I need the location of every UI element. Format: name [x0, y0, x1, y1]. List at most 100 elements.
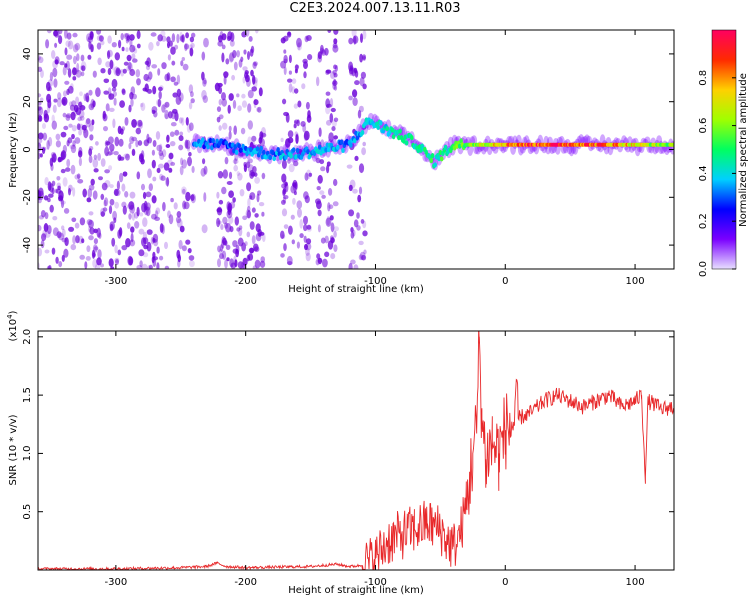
noise-cell [183, 201, 190, 210]
noise-cell [176, 218, 183, 228]
snr-x-axis-label: Height of straight line (km) [288, 585, 424, 596]
noise-cell [229, 201, 236, 209]
noise-cell [216, 116, 221, 123]
noise-cell [95, 87, 101, 98]
noise-cell [251, 135, 257, 142]
noise-cell [152, 85, 157, 95]
noise-cell [259, 260, 266, 268]
noise-cell [128, 104, 132, 113]
noise-cell [58, 35, 63, 45]
noise-cell [325, 217, 332, 227]
noise-cell [71, 133, 75, 140]
noise-cell [144, 60, 150, 66]
noise-cell [317, 257, 323, 265]
noise-cell [163, 162, 170, 171]
noise-cell [141, 202, 147, 213]
noise-cell [92, 244, 98, 253]
noise-cell [94, 263, 101, 269]
noise-cell [92, 258, 98, 268]
noise-cell [253, 99, 259, 106]
noise-cell [118, 227, 123, 237]
noise-cell [147, 265, 151, 269]
noise-cell [247, 120, 253, 130]
noise-cell [42, 123, 46, 129]
noise-cell [190, 42, 195, 49]
snr-y-ticks: 0.5 1.0 1.5 2.0 [22, 329, 674, 520]
noise-cell [40, 239, 45, 249]
noise-cell [116, 180, 120, 191]
signal-cell [326, 146, 331, 153]
noise-cell [161, 224, 165, 235]
noise-cell [128, 201, 135, 210]
noise-cell [201, 224, 208, 234]
noise-cell [166, 36, 171, 43]
noise-cell [45, 39, 50, 49]
noise-cell [168, 214, 174, 225]
noise-cell [164, 73, 170, 82]
noise-cell [139, 212, 144, 217]
signal-cell [437, 156, 441, 162]
noise-cell [84, 261, 88, 269]
noise-cell [155, 207, 161, 215]
colorbar-label: Normalized spectral amplitude [738, 73, 749, 227]
noise-cell [86, 245, 91, 253]
noise-cell [93, 154, 98, 160]
noise-cell [185, 139, 191, 150]
noise-cell [88, 123, 94, 132]
noise-cell [157, 34, 163, 42]
noise-cell [81, 124, 87, 131]
noise-cell [70, 144, 77, 154]
noise-cell [114, 189, 121, 197]
noise-cell [88, 235, 94, 241]
noise-cell [88, 219, 94, 229]
noise-cell [111, 78, 118, 89]
noise-cell [173, 81, 179, 86]
noise-cell [281, 199, 286, 205]
spectrogram-y-ticks: 40 20 0 -20 -40 [22, 48, 674, 253]
colorbar-tick-label: 0.8 [698, 70, 709, 86]
noise-cell [108, 165, 113, 171]
noise-cell [175, 95, 182, 106]
noise-cell [242, 215, 248, 221]
noise-cell [293, 120, 298, 129]
snr-x-tick-label: -100 [364, 577, 387, 588]
noise-cell [358, 163, 365, 174]
noise-cell [239, 189, 245, 197]
noise-cell [294, 181, 298, 190]
noise-cell [129, 38, 133, 47]
noise-cell [179, 117, 183, 124]
noise-cell [251, 86, 257, 92]
noise-cell [249, 48, 254, 57]
noise-cell [136, 265, 143, 269]
noise-cell [109, 198, 115, 206]
noise-cell [241, 100, 248, 108]
noise-cell [363, 249, 367, 255]
noise-cell [129, 68, 136, 77]
noise-cell [240, 127, 246, 135]
noise-cell [141, 183, 145, 191]
noise-cell [62, 144, 67, 154]
noise-cell [105, 103, 110, 112]
noise-cell [287, 78, 293, 83]
noise-cell [218, 86, 223, 94]
signal-cell [268, 154, 273, 161]
noise-cell [203, 37, 209, 48]
signal-cell [317, 144, 322, 150]
noise-cell [114, 52, 121, 61]
noise-cell [357, 194, 362, 203]
noise-cell [129, 136, 135, 145]
noise-cell [221, 92, 226, 101]
noise-cell [57, 185, 61, 191]
noise-cell [77, 116, 82, 122]
noise-cell [138, 122, 143, 129]
noise-cell [362, 56, 366, 61]
noise-cell [232, 159, 239, 164]
noise-cell [180, 60, 184, 67]
signal-cell [234, 149, 239, 155]
noise-cell [233, 125, 237, 135]
noise-cell [288, 163, 295, 173]
noise-cell [81, 238, 85, 244]
noise-cell [253, 172, 258, 177]
noise-cell [333, 135, 339, 140]
